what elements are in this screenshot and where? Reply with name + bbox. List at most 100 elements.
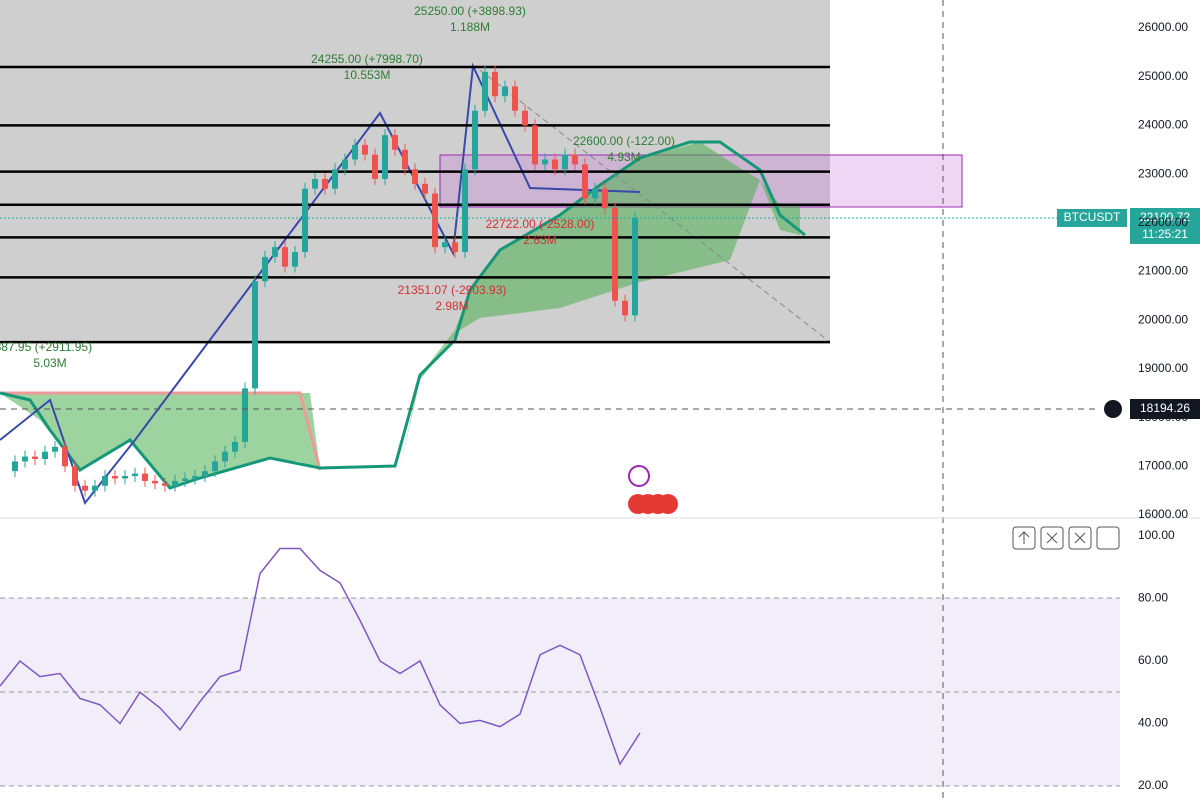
candle xyxy=(232,441,238,452)
annotation: 22722.00 (-2528.00) xyxy=(486,217,595,231)
price-tag xyxy=(1130,208,1200,244)
candle xyxy=(212,461,218,472)
annotation: 22600.00 (-122.00) xyxy=(573,134,675,148)
price-tick-label: 21000.00 xyxy=(1138,264,1188,278)
symbol: BTCUSDT xyxy=(1064,210,1121,224)
candle xyxy=(192,476,198,479)
last-price: 22100.72 xyxy=(1140,210,1190,224)
candle xyxy=(602,188,608,209)
candle xyxy=(522,110,528,126)
candle xyxy=(432,193,438,248)
cursor-price: 18194.26 xyxy=(1140,401,1190,415)
add-button[interactable] xyxy=(1104,400,1122,418)
span-a xyxy=(0,140,806,490)
candle xyxy=(402,149,408,170)
candle xyxy=(82,485,88,491)
annotation: 25250.00 (+3898.93) xyxy=(414,4,526,18)
candle xyxy=(152,480,158,484)
event-icon[interactable] xyxy=(628,465,650,487)
rsi-tick-label: 100.00 xyxy=(1138,528,1175,542)
candle xyxy=(372,154,378,179)
candle xyxy=(362,144,368,155)
candle xyxy=(532,125,538,165)
pane-buttons[interactable] xyxy=(1012,526,1120,550)
candle xyxy=(592,188,598,199)
price-tick-label: 20000.00 xyxy=(1138,312,1188,326)
candle xyxy=(542,159,548,165)
candle xyxy=(122,476,128,479)
candle xyxy=(382,135,388,179)
candle xyxy=(272,247,278,257)
candle xyxy=(132,473,138,477)
candle xyxy=(222,451,228,462)
candle xyxy=(412,169,418,184)
candle xyxy=(442,242,448,248)
candle xyxy=(22,456,28,462)
price-tick-label: 25000.00 xyxy=(1138,69,1188,83)
annotation: 24255.00 (+7998.70) xyxy=(311,52,423,66)
candle xyxy=(252,281,258,389)
candle xyxy=(342,159,348,170)
candle xyxy=(512,86,518,111)
annotation-volume: 5.03M xyxy=(33,356,66,370)
flag-icons[interactable] xyxy=(628,494,678,514)
ichimoku-cloud xyxy=(0,142,800,488)
candle xyxy=(612,208,618,301)
candle xyxy=(352,144,358,160)
rsi-tick-label: 40.00 xyxy=(1138,716,1168,730)
candle xyxy=(472,110,478,170)
candle xyxy=(12,461,18,472)
price-tick-label: 16000.00 xyxy=(1138,507,1188,521)
price-tick-label: 22000.00 xyxy=(1138,215,1188,229)
candle xyxy=(162,483,168,486)
candle xyxy=(622,300,628,316)
candle xyxy=(72,466,78,486)
candle xyxy=(482,71,488,111)
price-tick-label: 17000.00 xyxy=(1138,458,1188,472)
candle xyxy=(92,485,98,491)
price-tick-label: 26000.00 xyxy=(1138,20,1188,34)
countdown: 11:25:21 xyxy=(1142,227,1188,241)
price-tick-label: 23000.00 xyxy=(1138,166,1188,180)
symbol-tag xyxy=(1057,209,1127,227)
candle xyxy=(182,478,188,481)
annotation: 21351.07 (-2903.93) xyxy=(398,283,507,297)
price-tick-label: 24000.00 xyxy=(1138,118,1188,132)
candle xyxy=(582,164,588,199)
candle xyxy=(282,247,288,267)
rsi-tick-label: 60.00 xyxy=(1138,653,1168,667)
candle xyxy=(452,242,458,253)
candle xyxy=(502,86,508,97)
rsi-tick-label: 20.00 xyxy=(1138,778,1168,792)
candle xyxy=(492,71,498,97)
candle xyxy=(392,135,398,150)
candle xyxy=(322,178,328,189)
annotation-volume: 4.93M xyxy=(607,150,640,164)
price-tick-label: 19000.00 xyxy=(1138,361,1188,375)
annotation-volume: 2.98M xyxy=(435,299,468,313)
candle xyxy=(632,217,638,316)
candle xyxy=(142,473,148,481)
annotation-volume: 1.188M xyxy=(450,20,490,34)
candle xyxy=(52,446,58,452)
annotation-volume: 10.553M xyxy=(344,68,391,82)
candle xyxy=(172,480,178,486)
candle xyxy=(62,446,68,467)
candle xyxy=(552,159,558,170)
candle xyxy=(312,178,318,189)
candle xyxy=(462,169,468,253)
candle xyxy=(302,188,308,253)
candle xyxy=(332,169,338,189)
candle xyxy=(102,476,108,486)
rsi-line xyxy=(0,547,641,766)
candle xyxy=(32,456,38,459)
span-b xyxy=(0,391,322,471)
candle xyxy=(292,252,298,267)
zigzag xyxy=(0,62,641,506)
annotation: 3387.95 (+2911.95) xyxy=(0,340,92,354)
candle xyxy=(112,476,118,479)
candle xyxy=(262,256,268,282)
candle xyxy=(422,183,428,194)
candle xyxy=(562,154,568,170)
candle xyxy=(42,451,48,459)
